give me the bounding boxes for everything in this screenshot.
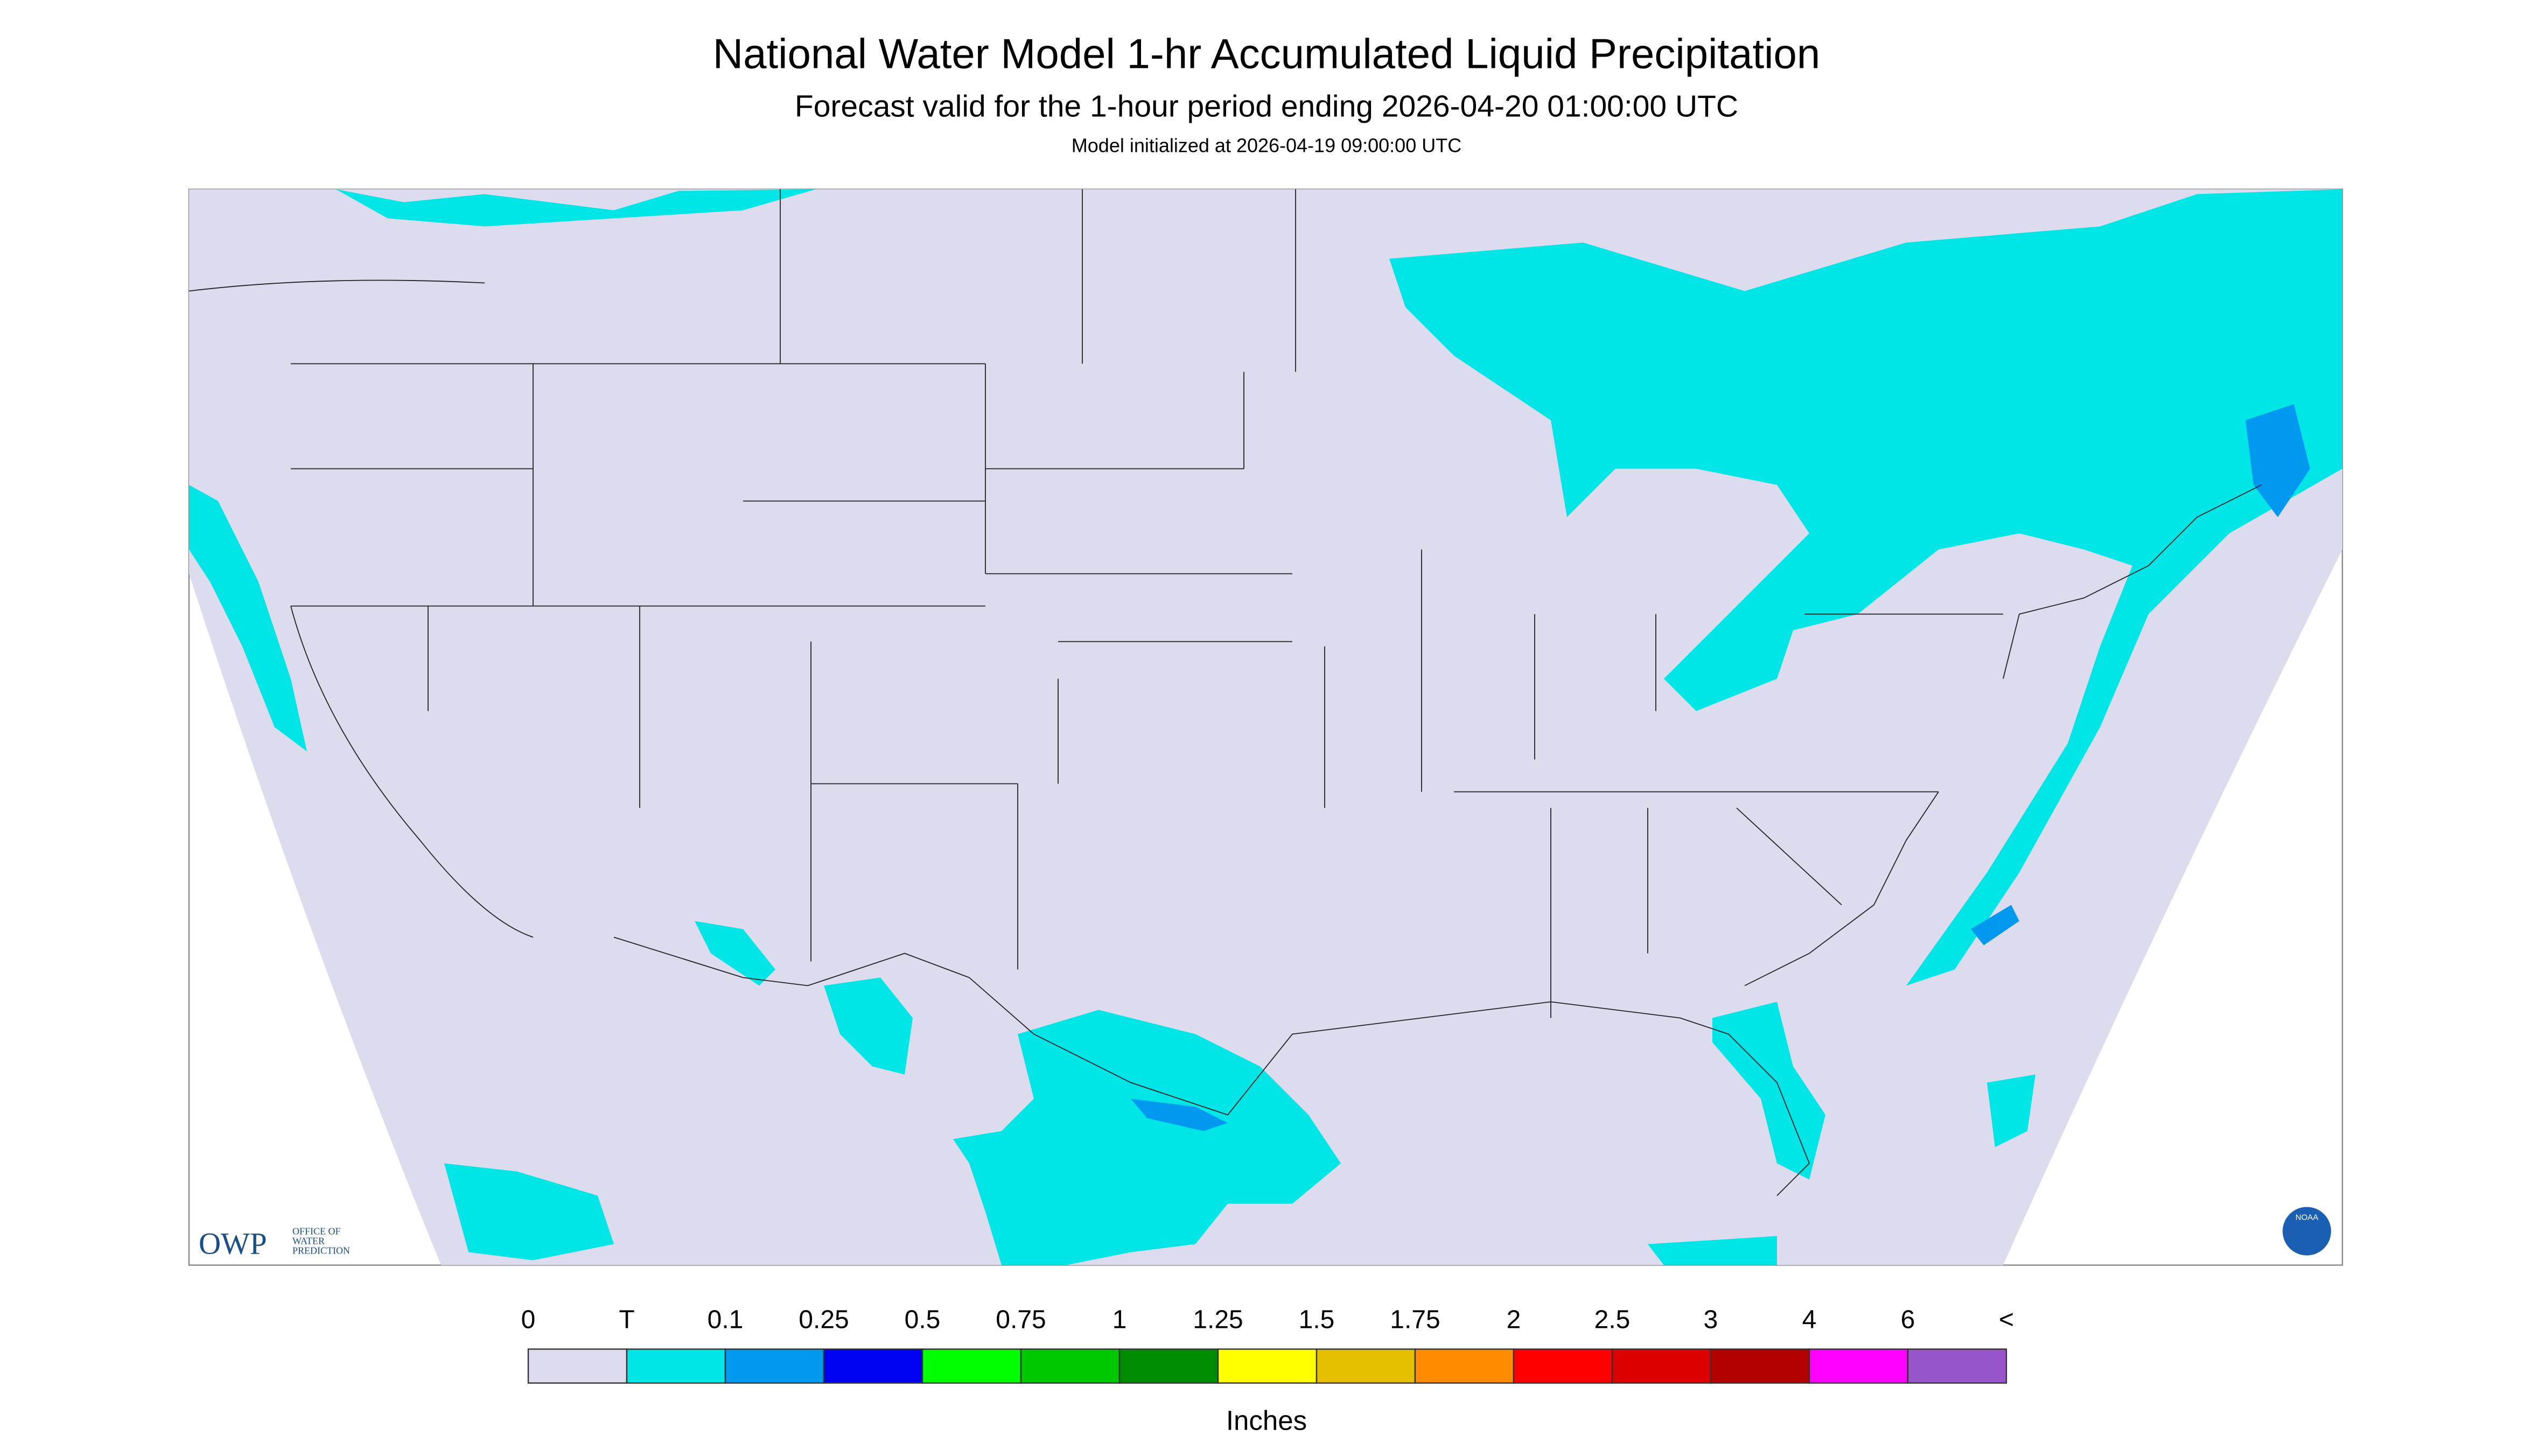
legend-label: 1.25 (1193, 1306, 1243, 1334)
legend-swatch (724, 1348, 825, 1384)
legend-label: 2.5 (1594, 1306, 1631, 1334)
boundaries (188, 189, 2262, 1196)
legend-swatch (626, 1348, 726, 1384)
legend-swatch (1808, 1348, 1909, 1384)
legend: 0 T 0.1 0.25 0.5 0.75 1 1.25 1.5 1.75 2 2.5 3 4 6 < (521, 1306, 2014, 1384)
owp-line: PREDICTION (292, 1245, 350, 1256)
legend-swatch (1217, 1348, 1318, 1384)
owp-line: OFFICE OF (292, 1226, 341, 1237)
legend-label: 4 (1802, 1306, 1817, 1334)
owp-line: WATER (292, 1236, 325, 1247)
legend-label: 3 (1704, 1306, 1718, 1334)
legend-swatch (527, 1348, 628, 1384)
noaa-logo (2283, 1207, 2331, 1256)
legend-swatch (1020, 1348, 1121, 1384)
legend-label: 0.1 (708, 1306, 744, 1334)
legend-swatch (1414, 1348, 1515, 1384)
legend-label: 1 (1112, 1306, 1127, 1334)
legend-swatch (1710, 1348, 1810, 1384)
title: National Water Model 1-hr Accumulated Li… (713, 30, 1821, 78)
legend-label: 1.5 (1299, 1306, 1335, 1334)
legend-swatch (1316, 1348, 1416, 1384)
owp-logo: OWP (199, 1227, 267, 1261)
legend-label: 6 (1901, 1306, 1915, 1334)
legend-label: < (1999, 1306, 2014, 1334)
legend-label: 1.75 (1390, 1306, 1440, 1334)
noaa-text: NOAA (2296, 1213, 2319, 1222)
legend-swatch (1118, 1348, 1219, 1384)
legend-swatch (823, 1348, 923, 1384)
legend-label: T (619, 1306, 634, 1334)
legend-label: 0.25 (799, 1306, 849, 1334)
legend-swatch (1611, 1348, 1712, 1384)
legend-swatch (921, 1348, 1022, 1384)
legend-swatch (1907, 1348, 2007, 1384)
legend-label: 0 (521, 1306, 536, 1334)
legend-swatch (1513, 1348, 1613, 1384)
legend-label: 0.75 (996, 1306, 1046, 1334)
legend-label: 0.5 (905, 1306, 941, 1334)
legend-label: 2 (1507, 1306, 1521, 1334)
init-note: Model initialized at 2026-04-19 09:00:00… (1072, 135, 1461, 157)
subtitle: Forecast valid for the 1-hour period end… (795, 89, 1738, 124)
legend-unit: Inches (1226, 1405, 1307, 1436)
